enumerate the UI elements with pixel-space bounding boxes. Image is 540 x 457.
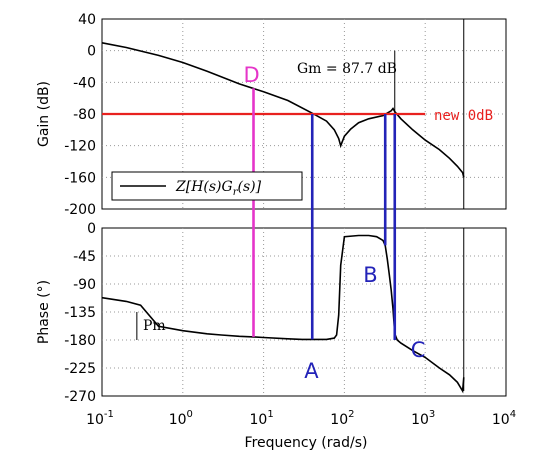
- phase-ylabel: Phase (°): [36, 280, 52, 344]
- marker-label-c: C: [411, 338, 426, 362]
- xtick-label: 101: [249, 409, 273, 428]
- gain-ytick-label: -160: [64, 170, 96, 186]
- marker-label-a: A: [304, 359, 319, 383]
- gain-curve: [101, 42, 465, 178]
- new-0db-label: new 0dB: [434, 108, 493, 124]
- gain-ytick-label: 40: [78, 12, 96, 28]
- phase-ytick-label: -135: [64, 305, 96, 321]
- gain-ytick-label: -80: [73, 107, 96, 123]
- phase-ytick-label: -270: [64, 389, 96, 405]
- gain-ytick-label: -120: [64, 139, 96, 155]
- series-layer: [101, 19, 465, 394]
- xtick-label: 104: [492, 409, 516, 428]
- xtick-label: 102: [330, 409, 354, 428]
- gain-ytick-label: 0: [87, 44, 96, 60]
- xlabel: Frequency (rad/s): [245, 435, 368, 451]
- xtick-label: 103: [411, 409, 435, 428]
- phase-ytick-label: -225: [64, 361, 96, 377]
- pm-label: Pm: [143, 318, 166, 334]
- gain-ytick-label: -200: [64, 202, 96, 218]
- phase-ytick-label: 0: [87, 221, 96, 237]
- phase-ytick-label: -90: [73, 277, 96, 293]
- phase-curve: [101, 234, 465, 394]
- marker-label-d: D: [244, 63, 260, 87]
- marker-layer: [252, 88, 397, 340]
- legend-entry: Z[H(s)Gr(s)]: [175, 179, 262, 198]
- legend: Z[H(s)Gr(s)]: [111, 171, 303, 201]
- phase-ytick-label: -180: [64, 333, 96, 349]
- xtick-label: 100: [169, 409, 193, 428]
- marker-label-b: B: [363, 263, 377, 287]
- phase-ytick-label: -45: [73, 249, 96, 265]
- gain-ylabel: Gain (dB): [36, 81, 52, 147]
- xtick-label: 10-1: [86, 409, 114, 428]
- grid: [102, 19, 506, 396]
- gain-ytick-label: -40: [73, 75, 96, 91]
- gm-label: Gm = 87.7 dB: [297, 61, 397, 77]
